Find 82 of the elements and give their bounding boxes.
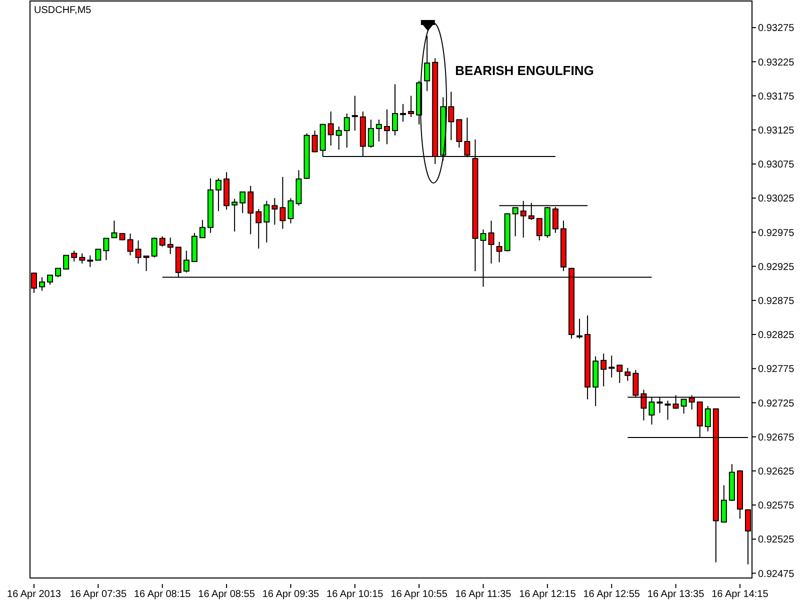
candlestick: [71, 250, 78, 262]
y-tick-label: 0.93175: [758, 91, 795, 102]
candlestick: [336, 126, 342, 150]
x-tick-label: 16 Apr 07:35: [70, 589, 127, 600]
candlestick: [456, 119, 462, 148]
candlestick: [151, 237, 158, 258]
candlestick: [79, 252, 86, 264]
x-tick-label: 16 Apr 2013: [7, 589, 62, 600]
y-tick-label: 0.92575: [758, 500, 795, 512]
candlestick: [624, 367, 631, 382]
annotation: BEARISH ENGULFING: [455, 63, 594, 78]
x-tick-label: 16 Apr 12:55: [583, 589, 640, 600]
candlestick: [488, 220, 494, 264]
candlestick: [368, 119, 374, 148]
candlestick: [400, 103, 406, 122]
x-tick-label: 16 Apr 14:15: [712, 589, 769, 600]
y-tick-label: 0.92625: [758, 466, 795, 478]
x-tick-label: 16 Apr 10:55: [390, 589, 448, 600]
candlestick: [167, 237, 174, 255]
y-tick-label: 0.93025: [758, 194, 795, 205]
candlestick: [111, 220, 118, 238]
candlestick: [39, 276, 46, 292]
x-tick-label: 16 Apr 11:35: [455, 589, 512, 600]
candlestick: [720, 484, 727, 523]
candlestick: [424, 35, 430, 92]
x-tick-label: 16 Apr 10:15: [326, 589, 384, 600]
candlestick: [664, 400, 671, 420]
x-tick-label: 16 Apr 12:15: [519, 589, 576, 600]
y-tick-label: 0.93075: [758, 160, 795, 171]
candlestick: [608, 355, 615, 378]
candlestick: [288, 198, 294, 224]
y-tick-label: 0.92525: [758, 534, 795, 546]
candlestick: [328, 110, 334, 146]
candlestick: [103, 238, 110, 261]
candlestick: [256, 208, 262, 250]
x-tick-label: 16 Apr 13:35: [647, 589, 705, 600]
candlestick: [392, 84, 398, 136]
candlestick: [280, 176, 286, 230]
y-tick-label: 0.92725: [758, 398, 795, 410]
y-tick-label: 0.92775: [758, 364, 795, 376]
y-tick-label: 0.93275: [758, 23, 795, 34]
candlestick: [600, 353, 607, 387]
candlestick: [536, 218, 542, 241]
candlestick: [344, 113, 350, 148]
y-tick-label: 0.92875: [758, 296, 795, 307]
candlestick: [312, 130, 318, 153]
candlestick: [216, 178, 222, 212]
y-tick-label: 0.93125: [758, 125, 795, 136]
candlestick: [352, 95, 358, 132]
candlestick: [135, 240, 142, 264]
candlestick: [183, 250, 190, 273]
candlestick: [384, 108, 390, 145]
y-tick-label: 0.92475: [758, 568, 795, 580]
candlestick: [127, 233, 134, 256]
candlestick: [143, 256, 150, 272]
candlestick: [232, 198, 238, 232]
candlestick: [376, 119, 382, 142]
candlestick: [272, 198, 278, 226]
y-tick-label: 0.92925: [758, 262, 795, 273]
candlestick: [576, 318, 583, 340]
candlestick: [248, 185, 254, 235]
chart-title: USDCHF,M5: [34, 5, 92, 16]
candlestick: [448, 91, 454, 141]
x-tick-label: 16 Apr 08:55: [198, 589, 256, 600]
x-tick-label: 16 Apr 09:35: [262, 589, 320, 600]
y-tick-label: 0.93225: [758, 57, 795, 68]
candlestick: [199, 219, 206, 238]
candlestick: [87, 254, 94, 268]
candlestick: [95, 248, 102, 261]
candlestick: [159, 236, 166, 248]
candlestick: [47, 274, 54, 286]
candlestick: [496, 241, 502, 263]
y-tick-label: 0.92975: [758, 228, 795, 239]
y-tick-label: 0.92825: [758, 330, 795, 342]
candlestick: [264, 200, 270, 243]
x-tick-label: 16 Apr 08:15: [134, 589, 192, 600]
candlestick: [408, 95, 414, 118]
candlestick: [704, 406, 711, 432]
candlestick: [240, 191, 246, 214]
y-tick-label: 0.92675: [758, 432, 795, 444]
candlestick: [63, 254, 70, 270]
candlestick: [616, 364, 623, 384]
